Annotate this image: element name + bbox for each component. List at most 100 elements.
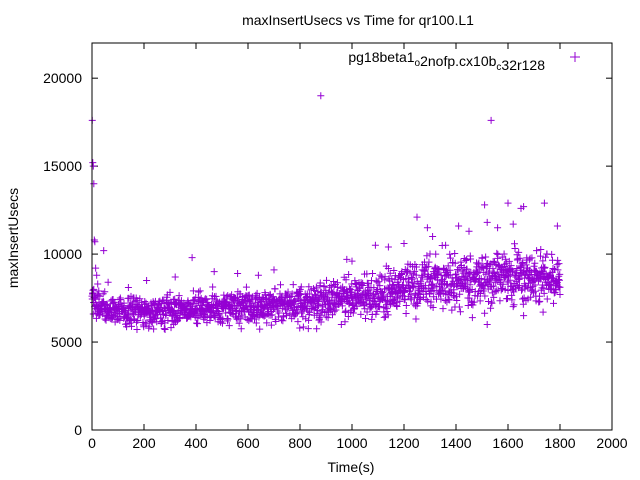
data-point xyxy=(504,199,512,207)
data-point xyxy=(393,303,401,311)
data-point xyxy=(376,271,384,279)
data-point xyxy=(322,313,330,321)
data-point xyxy=(540,199,548,207)
data-point xyxy=(237,315,245,323)
data-point xyxy=(511,240,518,248)
data-point xyxy=(295,287,303,295)
data-point xyxy=(306,308,314,316)
data-point xyxy=(465,287,473,295)
data-point xyxy=(305,290,313,298)
data-point xyxy=(493,249,501,257)
data-point xyxy=(549,265,557,273)
data-point xyxy=(209,283,217,291)
data-point xyxy=(428,281,436,289)
legend-label: pg18beta1o2nofp.cx10bc32r128 xyxy=(348,49,545,73)
data-point xyxy=(505,257,513,265)
data-point xyxy=(396,297,404,305)
data-point xyxy=(554,283,562,291)
data-point xyxy=(388,275,396,283)
data-point xyxy=(296,297,304,305)
data-point xyxy=(508,296,516,304)
data-point xyxy=(506,271,514,279)
data-point xyxy=(422,282,430,290)
legend-subscript: o xyxy=(415,58,421,69)
data-point xyxy=(402,285,410,293)
data-point xyxy=(401,295,409,303)
data-point xyxy=(451,249,459,257)
data-point xyxy=(266,291,274,299)
data-point xyxy=(100,247,108,255)
data-point xyxy=(234,294,242,302)
data-point xyxy=(491,288,499,296)
data-point xyxy=(371,241,379,249)
data-point xyxy=(411,267,419,275)
data-point xyxy=(254,271,262,279)
data-point xyxy=(531,287,539,295)
y-tick-label: 10000 xyxy=(43,246,82,262)
data-point xyxy=(256,325,264,333)
data-point xyxy=(242,283,250,291)
data-point xyxy=(189,287,197,295)
x-tick-label: 800 xyxy=(288,435,312,451)
data-point xyxy=(556,291,564,299)
data-point xyxy=(437,271,445,279)
data-point xyxy=(531,259,539,267)
data-point xyxy=(455,303,463,311)
data-point xyxy=(109,313,117,321)
data-point xyxy=(111,298,119,306)
data-point xyxy=(322,289,330,297)
data-point xyxy=(338,302,346,310)
data-point xyxy=(531,281,539,289)
y-axis-label: maxInsertUsecs xyxy=(5,188,21,288)
data-point xyxy=(150,325,158,333)
data-point xyxy=(337,320,345,328)
data-point xyxy=(556,270,564,278)
data-point xyxy=(335,300,343,308)
data-point xyxy=(299,306,307,314)
data-point xyxy=(423,252,431,260)
data-point xyxy=(280,313,288,321)
data-point xyxy=(275,309,283,317)
data-point xyxy=(511,245,519,253)
data-point xyxy=(528,254,536,262)
data-point xyxy=(386,269,394,277)
data-point xyxy=(384,311,392,319)
data-point xyxy=(429,304,437,312)
data-point xyxy=(446,250,454,258)
data-point xyxy=(430,286,438,294)
data-point xyxy=(292,306,300,314)
data-point xyxy=(381,273,389,281)
data-point xyxy=(297,291,305,299)
data-point xyxy=(543,295,551,303)
data-point xyxy=(351,277,359,285)
data-point xyxy=(427,298,435,306)
data-point xyxy=(469,301,477,309)
data-point xyxy=(210,268,218,276)
data-point xyxy=(550,289,558,297)
data-point xyxy=(357,281,365,289)
data-point xyxy=(138,299,146,307)
data-point xyxy=(556,283,564,291)
data-point xyxy=(520,203,528,211)
data-point xyxy=(302,315,310,323)
data-point xyxy=(444,262,452,270)
data-point xyxy=(124,284,132,292)
data-point xyxy=(456,308,464,316)
data-point xyxy=(342,276,350,284)
data-point xyxy=(89,159,97,167)
data-point xyxy=(264,300,272,308)
data-point xyxy=(311,287,319,295)
data-point xyxy=(350,292,358,300)
data-point xyxy=(316,279,324,287)
data-point xyxy=(362,315,370,323)
data-point xyxy=(520,312,528,320)
data-point xyxy=(279,317,287,325)
data-point xyxy=(282,312,290,320)
data-point xyxy=(379,291,387,299)
data-point xyxy=(445,295,453,303)
data-point xyxy=(269,293,277,301)
data-point xyxy=(378,274,386,282)
data-point xyxy=(515,248,523,256)
data-point xyxy=(342,307,350,315)
x-tick-label: 1000 xyxy=(336,435,367,451)
